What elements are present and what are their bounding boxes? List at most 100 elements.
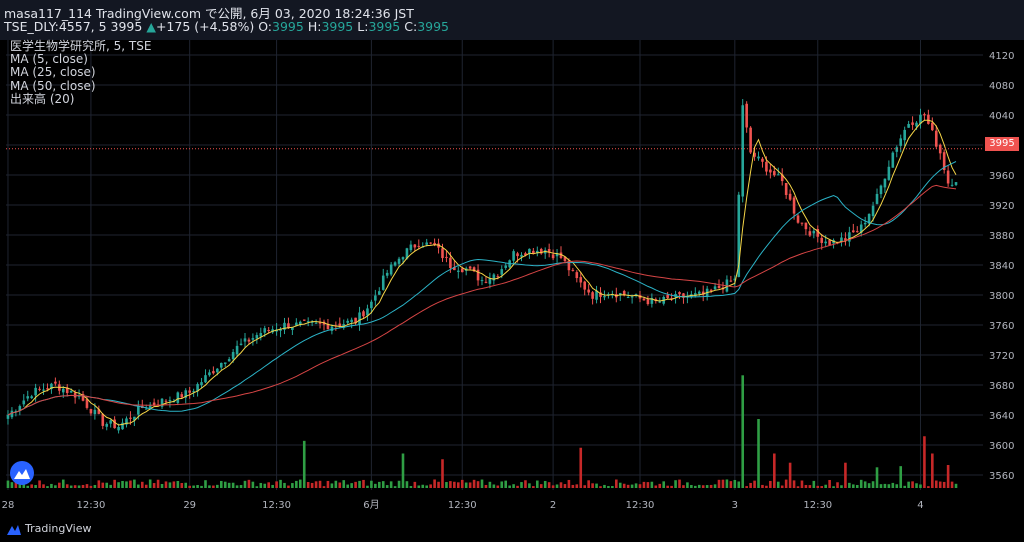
volume-bar xyxy=(765,485,768,488)
candle-body xyxy=(354,317,357,324)
price-chart[interactable]: 3560 3600 3640 3680 3720 3760 3800 3840 3880 3920… xyxy=(0,40,1024,542)
volume-bar xyxy=(938,481,942,488)
x-tick-label: 3 xyxy=(732,500,738,511)
candle-body xyxy=(255,335,259,339)
last-price-tag: 3995 xyxy=(985,137,1019,151)
volume-bar xyxy=(449,481,452,488)
volume-bar xyxy=(109,484,112,488)
volume-bar xyxy=(532,486,535,488)
price-change: +175 (+4.58%) xyxy=(155,19,255,34)
candle-body xyxy=(579,277,583,283)
candle-body xyxy=(105,423,109,427)
candle-body xyxy=(678,292,681,295)
candle-body xyxy=(212,371,215,374)
legend-ma5[interactable]: MA (5, close) xyxy=(10,52,88,67)
candle-body xyxy=(6,415,10,419)
candle-body xyxy=(26,396,30,399)
candle-body xyxy=(397,258,401,264)
candle-body xyxy=(338,323,342,327)
volume-bar xyxy=(81,484,85,488)
volume-bar xyxy=(374,483,377,488)
volume-bar xyxy=(733,479,737,488)
volume-bar xyxy=(539,484,543,488)
candle-body xyxy=(314,322,318,324)
volume-bar xyxy=(121,480,124,488)
candle-body xyxy=(915,122,918,127)
candle-body xyxy=(30,396,33,399)
volume-bar xyxy=(275,481,278,488)
volume-bar xyxy=(295,480,298,488)
volume-bar xyxy=(717,479,721,488)
y-tick-label: 3880 xyxy=(989,231,1014,242)
candle-body xyxy=(618,293,622,296)
candle-body xyxy=(34,387,37,396)
candle-body xyxy=(97,409,101,414)
volume-bar xyxy=(208,485,211,488)
candle-body xyxy=(824,241,827,244)
legend-ma25[interactable]: MA (25, close) xyxy=(10,65,96,80)
volume-bar xyxy=(326,480,330,488)
volume-bar xyxy=(65,484,69,488)
volume-bar xyxy=(686,482,689,488)
candle-body xyxy=(10,410,14,418)
volume-bar xyxy=(658,483,662,488)
ma5-line xyxy=(7,119,957,426)
candle-body xyxy=(445,256,448,258)
volume-bar xyxy=(148,479,152,488)
volume-bar xyxy=(338,482,342,488)
legend-volume[interactable]: 出来高 (20) xyxy=(10,91,75,106)
volume-bar xyxy=(306,482,310,488)
volume-bar xyxy=(184,482,188,488)
volume-bar xyxy=(492,484,496,488)
volume-bar xyxy=(638,484,642,488)
volume-bar xyxy=(93,484,97,488)
candle-body xyxy=(61,388,65,393)
candle-body xyxy=(899,138,903,146)
legend-ma50[interactable]: MA (50, close) xyxy=(10,78,96,93)
candle-body xyxy=(144,408,148,410)
candle-body xyxy=(492,274,496,281)
close-label: C: xyxy=(404,19,418,34)
candle-body xyxy=(216,368,219,373)
up-arrow-icon: ▲ xyxy=(146,19,156,34)
volume-bar xyxy=(259,482,263,488)
legend-symbol[interactable]: 医学生物学研究所, 5, TSE xyxy=(10,39,152,53)
volume-bar xyxy=(370,480,373,488)
candle-body xyxy=(658,301,662,303)
candle-body xyxy=(22,400,26,405)
volume-bar xyxy=(358,480,361,488)
volume-bar xyxy=(89,485,93,488)
candle-body xyxy=(200,382,203,386)
candle-body xyxy=(792,197,796,214)
candle-body xyxy=(642,298,646,301)
volume-bar xyxy=(536,480,539,488)
volume-bar xyxy=(227,482,231,488)
candle-body xyxy=(741,105,745,197)
volume-bar xyxy=(520,482,523,488)
volume-bar xyxy=(891,482,895,488)
volume-bar xyxy=(61,479,65,488)
candle-body xyxy=(77,395,81,397)
candle-body xyxy=(168,400,172,402)
volume-bar xyxy=(543,480,547,488)
volume-bar xyxy=(662,481,666,488)
candle-body xyxy=(283,322,286,330)
volume-bar xyxy=(599,486,602,488)
candle-body xyxy=(137,406,140,415)
candle-body xyxy=(81,394,85,401)
tradingview-badge-icon[interactable] xyxy=(10,461,34,485)
volume-bar xyxy=(113,479,116,488)
volume-bar xyxy=(298,479,302,488)
volume-bar xyxy=(30,484,33,488)
volume-bar xyxy=(883,483,887,488)
candle-body xyxy=(219,362,223,368)
candle-body xyxy=(295,322,298,326)
candle-body xyxy=(567,260,571,271)
candle-body xyxy=(152,402,156,406)
volume-bar xyxy=(808,485,812,488)
volume-bar xyxy=(950,481,954,488)
volume-bar xyxy=(393,486,397,488)
volume-bar xyxy=(674,480,677,488)
volume-bar xyxy=(618,482,622,488)
volume-bar xyxy=(559,482,563,488)
